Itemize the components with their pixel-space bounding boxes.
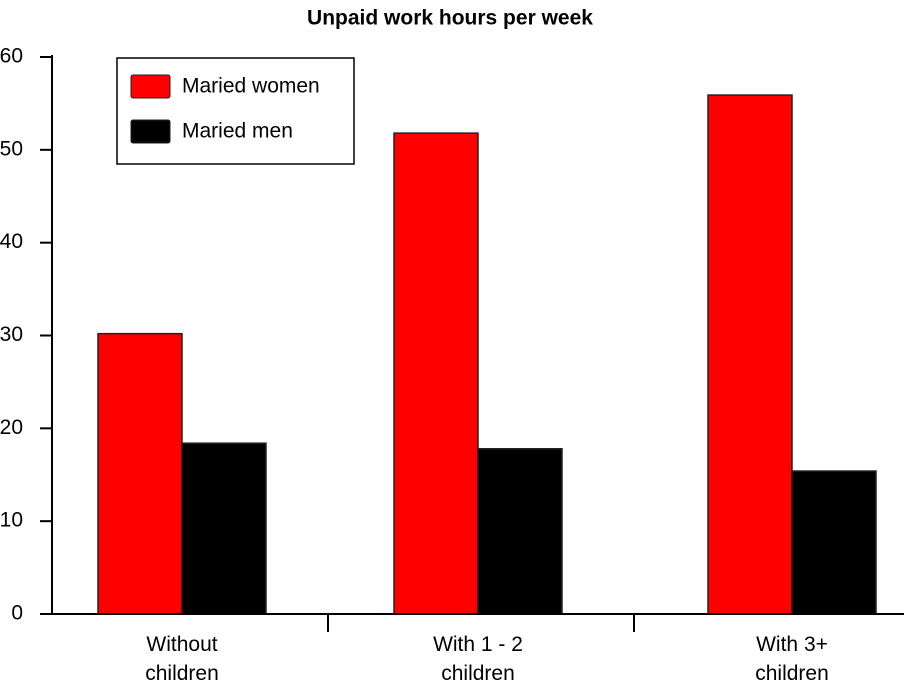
y-tick-label: 20 <box>0 416 23 439</box>
bar <box>477 448 563 615</box>
x-tick-label: With 1 - 2 children <box>433 633 523 685</box>
bar <box>393 132 479 615</box>
y-tick-label: 60 <box>0 45 23 68</box>
bar <box>707 94 793 615</box>
legend-swatch <box>130 119 171 144</box>
x-tick-label: With 3+ children <box>755 633 829 685</box>
y-tick-label: 0 <box>11 602 23 625</box>
bar <box>97 332 183 615</box>
chart-title: Unpaid work hours per week <box>307 7 593 30</box>
bar <box>181 442 267 615</box>
bar <box>791 470 877 615</box>
y-tick-label: 10 <box>0 509 23 532</box>
legend-swatch <box>130 74 171 99</box>
y-tick-label: 40 <box>0 230 23 253</box>
legend-label: Maried women <box>182 75 320 98</box>
y-tick-label: 30 <box>0 323 23 346</box>
x-tick-label: Without children <box>145 633 219 685</box>
y-tick-label: 50 <box>0 137 23 160</box>
legend-label: Maried men <box>182 120 293 143</box>
